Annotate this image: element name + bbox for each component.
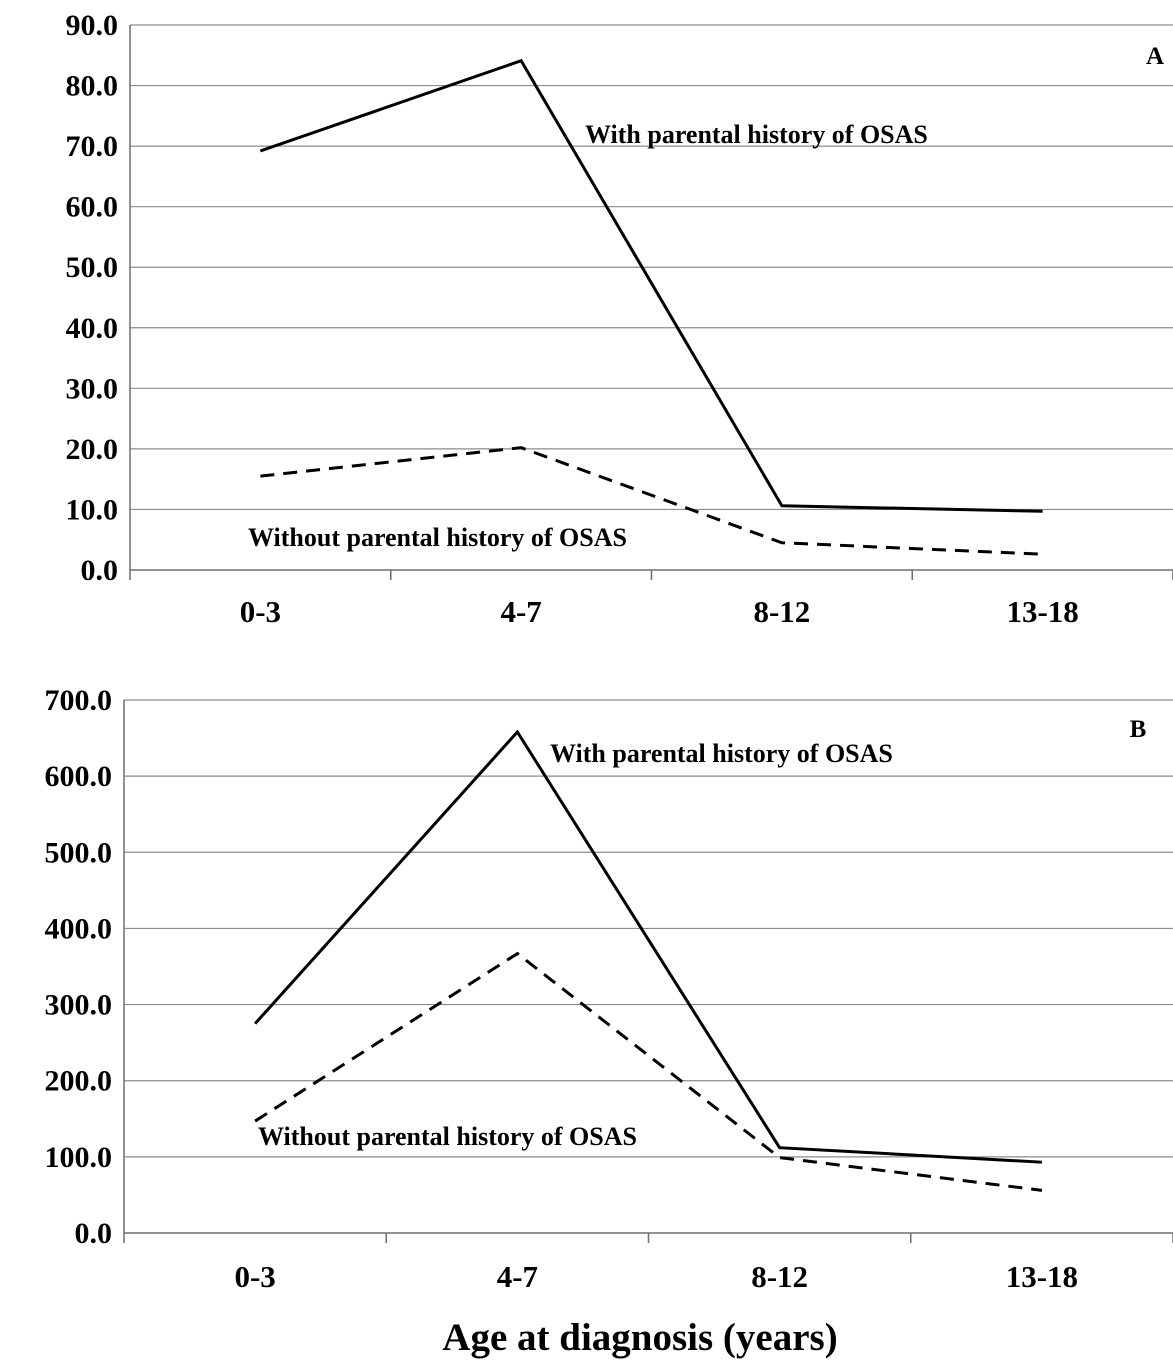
x-tick-label: 13-18 xyxy=(1006,594,1078,629)
x-tick-label: 0-3 xyxy=(240,594,281,629)
series-line-without-history xyxy=(260,446,1043,556)
y-tick-label: 30.0 xyxy=(66,372,119,405)
series-annotation: With parental history of OSAS xyxy=(550,739,893,768)
y-tick-label: 600.0 xyxy=(45,760,113,793)
panel-a: 0.0 10.0 20.0 30.0 40.0 50.0 60.0 70.0 80.0 90.0 0… xyxy=(66,9,1173,629)
panel-b: 0.0 100.0 200.0 300.0 400.0 500.0 600.0 700.0 0-… xyxy=(45,684,1173,1294)
x-tick-label: 13-18 xyxy=(1006,1259,1078,1294)
x-axis-title: Age at diagnosis (years) xyxy=(442,1316,837,1359)
y-tick-label: 700.0 xyxy=(45,684,113,717)
x-tick-label: 0-3 xyxy=(234,1259,275,1294)
y-tick-label: 100.0 xyxy=(45,1141,113,1174)
series-annotation: Without parental history of OSAS xyxy=(258,1122,637,1151)
y-tick-label: 10.0 xyxy=(66,493,119,526)
y-tick-label: 70.0 xyxy=(66,130,119,163)
x-tick-label: 8-12 xyxy=(751,1259,808,1294)
panel-letter: A xyxy=(1146,43,1164,70)
y-tick-label: 60.0 xyxy=(66,191,119,224)
series-line-with-history xyxy=(254,729,1042,1164)
y-tick-label: 50.0 xyxy=(66,251,119,284)
series-annotation: With parental history of OSAS xyxy=(585,120,928,149)
y-tick-label: 20.0 xyxy=(66,433,119,466)
series-annotation: Without parental history of OSAS xyxy=(248,523,627,552)
panel-letter: B xyxy=(1130,716,1147,743)
x-tick-label: 4-7 xyxy=(500,594,541,629)
y-tick-label: 90.0 xyxy=(66,9,119,42)
y-tick-label: 200.0 xyxy=(45,1065,113,1098)
y-tick-label: 500.0 xyxy=(45,836,113,869)
y-tick-label: 40.0 xyxy=(66,312,119,345)
x-tick-label: 4-7 xyxy=(497,1259,538,1294)
series-line-with-history xyxy=(259,58,1043,513)
y-tick-label: 80.0 xyxy=(66,70,119,103)
y-tick-label: 300.0 xyxy=(45,989,113,1022)
y-tick-label: 400.0 xyxy=(45,912,113,945)
x-tick-label: 8-12 xyxy=(753,594,810,629)
y-tick-label: 0.0 xyxy=(75,1217,113,1250)
y-tick-label: 0.0 xyxy=(81,554,119,587)
